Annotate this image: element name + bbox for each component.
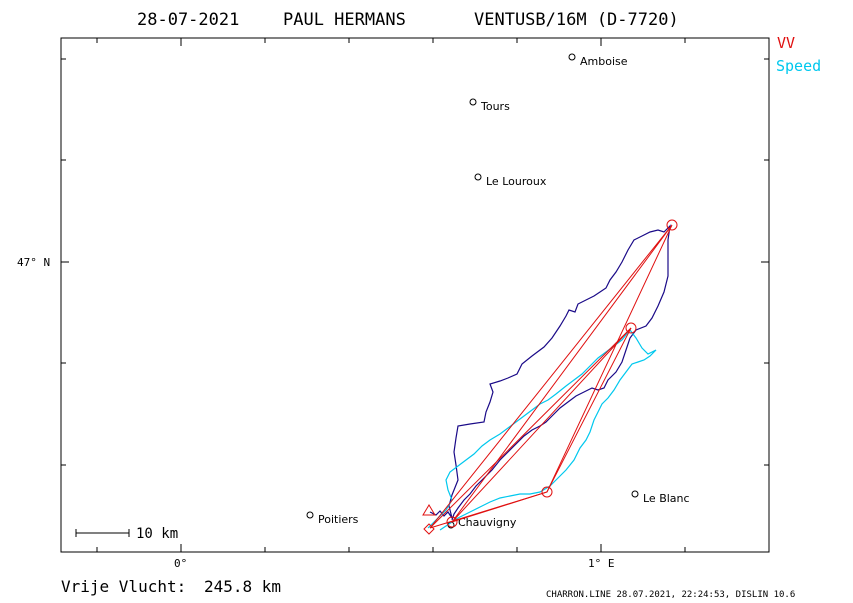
turnpoint-marker <box>625 322 637 334</box>
pilot-name: PAUL HERMANS <box>283 10 406 30</box>
glider-name: VENTUSB/16M (D-7720) <box>474 10 679 30</box>
x-tick-label-0: 0° <box>174 557 187 570</box>
map-frame <box>60 37 770 553</box>
legend-speed: Speed <box>776 57 821 75</box>
flight-track <box>429 224 671 521</box>
footer-info: CHARRON.LINE 28.07.2021, 22:24:53, DISLI… <box>546 590 795 600</box>
city-marker <box>474 173 482 181</box>
speed-trace <box>427 329 657 531</box>
distance-label: Vrije Vlucht: <box>61 577 186 596</box>
x-tick-label-1: 1° E <box>588 557 615 570</box>
city-tours: Tours <box>469 98 510 113</box>
city-le-louroux: Le Louroux <box>474 173 547 188</box>
city-marker <box>469 98 477 106</box>
city-label: Le Blanc <box>643 492 690 505</box>
city-le-blanc: Le Blanc <box>631 490 690 505</box>
turnpoint-marker <box>666 219 678 231</box>
task-legs-2 <box>429 327 632 529</box>
city-label: Poitiers <box>318 513 359 526</box>
city-label: Amboise <box>580 55 628 68</box>
city-label: Tours <box>480 100 510 113</box>
finish-marker <box>423 523 435 535</box>
frame-ticks <box>61 38 769 552</box>
city-marker <box>631 490 639 498</box>
distance-value: 245.8 km <box>204 577 281 596</box>
city-label: Chauvigny <box>458 516 517 529</box>
city-poitiers: Poitiers <box>306 511 359 526</box>
city-marker <box>568 53 576 61</box>
y-tick-label-47n: 47° N <box>17 256 50 269</box>
city-marker <box>306 511 314 519</box>
task-legs <box>429 224 673 529</box>
start-marker <box>422 504 436 516</box>
scale-bar-label: 10 km <box>136 526 178 542</box>
city-label: Le Louroux <box>486 175 547 188</box>
task-triangle <box>422 219 678 535</box>
scale-bar: 10 km <box>75 526 178 542</box>
city-amboise: Amboise <box>568 53 628 68</box>
legend-vv: VV <box>777 34 795 52</box>
turnpoint-marker <box>446 516 458 528</box>
turnpoint-marker <box>541 486 553 498</box>
flight-date: 28-07-2021 <box>137 10 239 30</box>
